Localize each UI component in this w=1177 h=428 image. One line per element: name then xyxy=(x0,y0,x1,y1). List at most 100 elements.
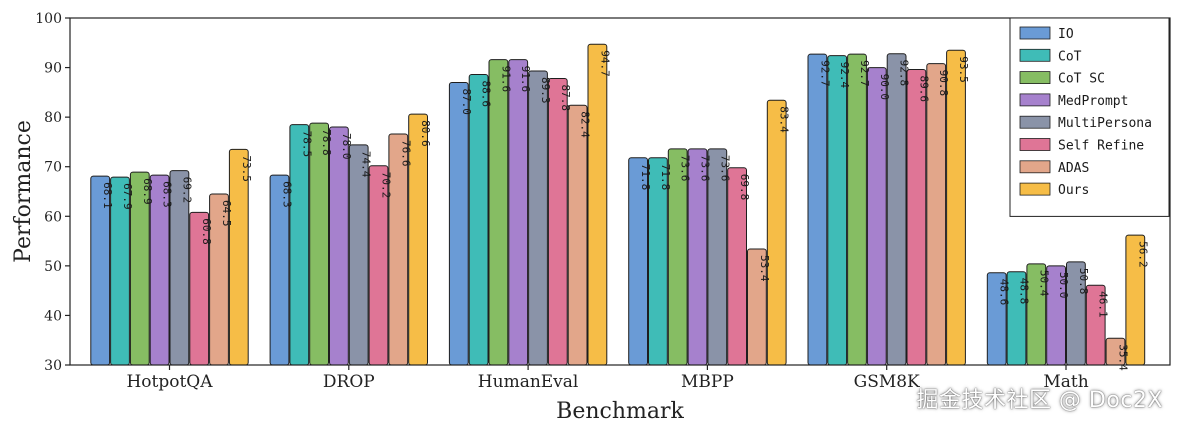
legend-label: CoT SC xyxy=(1058,72,1105,87)
y-tick-label: 90 xyxy=(44,61,62,77)
legend-label: CoT xyxy=(1058,49,1082,64)
bar-self-refine-gsm8k xyxy=(906,69,927,366)
bar-self-refine-humaneval xyxy=(547,77,568,366)
bar-value-label: 50.0 xyxy=(1057,272,1070,299)
bar-value-label: 94.7 xyxy=(598,50,611,77)
bar-ours-humaneval xyxy=(587,43,608,366)
y-tick-label: 80 xyxy=(44,110,62,126)
x-tick-label: Math xyxy=(1043,372,1088,392)
x-axis-ticks: HotpotQA DROP HumanEval MBPP GSM8K Math xyxy=(126,365,1089,392)
bar-value-label: 83.4 xyxy=(778,106,791,133)
y-tick-label: 70 xyxy=(44,160,62,176)
bar-value-label: 71.8 xyxy=(659,164,672,191)
bar-value-label: 91.6 xyxy=(519,66,532,93)
bar-io-gsm8k xyxy=(807,53,828,366)
bar-value-label: 35.4 xyxy=(1117,344,1130,371)
bar-value-label: 68.3 xyxy=(281,181,294,208)
y-tick-label: 40 xyxy=(44,308,62,324)
bar-value-label: 48.8 xyxy=(1018,278,1031,305)
bar-value-label: 92.7 xyxy=(858,60,871,87)
bar-value-label: 74.4 xyxy=(360,151,373,178)
bar-cot-drop xyxy=(289,124,310,366)
bar-medprompt-humaneval xyxy=(508,59,529,366)
x-tick-label: GSM8K xyxy=(854,372,920,392)
bar-value-label: 92.8 xyxy=(898,60,911,87)
bar-cot-gsm8k xyxy=(827,55,848,366)
x-tick-label: DROP xyxy=(323,372,375,392)
legend-label: IO xyxy=(1058,27,1074,42)
legend-swatch xyxy=(1019,160,1051,174)
bar-value-label: 64.5 xyxy=(220,200,233,227)
bar-value-label: 50.4 xyxy=(1037,270,1050,297)
bar-value-label: 88.6 xyxy=(480,81,493,108)
x-tick-label: MBPP xyxy=(681,372,734,392)
bar-value-label: 68.1 xyxy=(101,182,114,209)
bars-group xyxy=(90,43,1146,366)
bar-adas-gsm8k xyxy=(926,63,947,366)
bar-value-label: 70.2 xyxy=(380,172,393,199)
bar-value-label: 89.3 xyxy=(539,77,552,104)
bar-value-label: 93.5 xyxy=(957,56,970,83)
legend: IO CoT CoT SC MedPrompt MultiPersona Self Ref… xyxy=(1009,17,1170,217)
y-axis-ticks: 30 40 50 60 70 80 90 100 xyxy=(35,11,70,374)
bar-value-label: 60.8 xyxy=(200,218,213,245)
legend-label: Ours xyxy=(1058,183,1089,198)
bar-adas-drop xyxy=(388,133,409,366)
bar-medprompt-gsm8k xyxy=(866,67,887,366)
bar-value-label: 69.8 xyxy=(738,174,751,201)
bar-value-label: 78.8 xyxy=(320,129,333,156)
bar-labels-group: 68.1 67.9 68.9 68.3 69.2 60.8 64.5 73.5 68.3 78.5… xyxy=(101,50,1149,371)
bar-value-label: 87.0 xyxy=(460,88,473,115)
bar-value-label: 92.4 xyxy=(838,62,851,89)
legend-swatch xyxy=(1019,71,1051,84)
bar-cot-humaneval xyxy=(468,74,489,366)
bar-value-label: 78.5 xyxy=(300,131,313,158)
y-tick-label: 100 xyxy=(35,11,62,27)
bar-value-label: 90.0 xyxy=(878,74,891,101)
bar-value-label: 76.6 xyxy=(399,140,412,167)
bar-multipersona-gsm8k xyxy=(886,53,907,366)
bar-value-label: 68.3 xyxy=(161,181,174,208)
legend-label: ADAS xyxy=(1058,161,1089,176)
bar-value-label: 68.9 xyxy=(141,178,154,205)
watermark-text: 掘金技术社区 @ Doc2X xyxy=(916,388,1163,413)
bar-value-label: 78.0 xyxy=(340,133,353,160)
bar-value-label: 73.6 xyxy=(699,155,712,182)
y-axis-label: Performance xyxy=(11,120,36,263)
legend-swatch xyxy=(1019,138,1051,151)
legend-swatch xyxy=(1019,26,1051,40)
bar-multipersona-drop xyxy=(348,144,369,366)
x-tick-label: HotpotQA xyxy=(126,372,213,392)
bar-value-label: 53.4 xyxy=(758,255,771,282)
x-axis-label: Benchmark xyxy=(556,399,684,424)
bar-value-label: 92.7 xyxy=(818,60,831,87)
bar-value-label: 73.6 xyxy=(679,155,692,182)
bar-ours-mbpp xyxy=(766,99,787,366)
bar-value-label: 46.1 xyxy=(1097,291,1110,318)
legend-label: MultiPersona xyxy=(1058,116,1152,131)
y-tick-label: 60 xyxy=(44,209,62,225)
bar-value-label: 48.6 xyxy=(998,279,1011,305)
bar-ours-gsm8k xyxy=(946,49,966,366)
x-tick-label: HumanEval xyxy=(478,372,579,392)
bar-value-label: 50.8 xyxy=(1077,268,1090,295)
bar-value-label: 73.6 xyxy=(718,155,731,182)
bar-value-label: 67.9 xyxy=(121,183,134,210)
bar-value-label: 69.2 xyxy=(180,177,193,204)
y-tick-label: 30 xyxy=(44,358,62,374)
legend-label: Self Refine xyxy=(1058,139,1144,154)
bar-value-label: 87.8 xyxy=(559,84,572,111)
plot-frame xyxy=(69,17,1171,366)
legend-swatch xyxy=(1019,93,1051,107)
bar-value-label: 71.8 xyxy=(639,164,652,191)
bar-adas-humaneval xyxy=(567,104,588,366)
bar-cot-sc-drop xyxy=(309,122,330,366)
bar-value-label: 80.6 xyxy=(419,120,432,147)
bar-value-label: 90.8 xyxy=(937,70,950,97)
bar-value-label: 56.2 xyxy=(1136,241,1149,268)
legend-swatch xyxy=(1019,48,1051,62)
y-tick-label: 50 xyxy=(44,259,62,275)
bar-value-label: 91.6 xyxy=(499,66,512,93)
legend-swatch xyxy=(1019,115,1051,129)
